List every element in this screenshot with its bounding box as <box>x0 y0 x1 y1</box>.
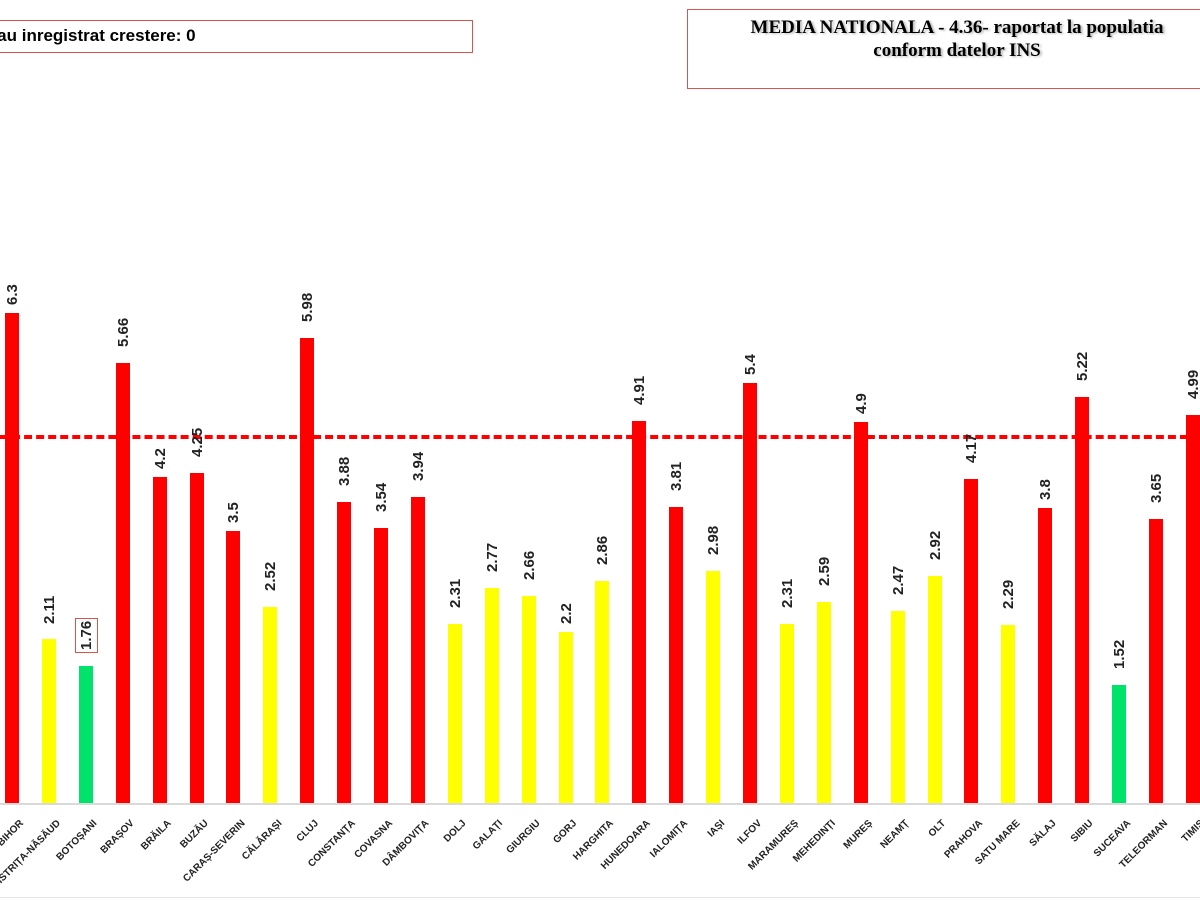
value-label: 2.11 <box>40 595 58 625</box>
value-label: 4.91 <box>631 376 649 406</box>
bar-25 <box>927 576 942 803</box>
growth-info-box: e au inregistrat crestere: 0 <box>0 20 473 53</box>
bar-26 <box>964 478 979 803</box>
value-label: 4.17 <box>963 433 981 463</box>
value-label: 3.5 <box>225 502 243 524</box>
category-label: TIMIȘ <box>1179 818 1200 845</box>
value-label: 2.98 <box>705 526 723 556</box>
national-average-box: MEDIA NATIONALA - 4.36- raportat la popu… <box>687 9 1200 89</box>
category-label: GALAȚI <box>471 818 506 853</box>
bar-18 <box>669 506 684 803</box>
national-average-title: MEDIA NATIONALA - 4.36- raportat la popu… <box>750 17 1164 38</box>
value-label: 2.31 <box>778 578 796 608</box>
bar-21 <box>779 623 794 803</box>
category-label: BUZĂU <box>177 818 211 851</box>
bar-13 <box>484 587 499 803</box>
value-label: 4.9 <box>852 393 870 415</box>
category-label: IAȘI <box>705 818 727 840</box>
category-label: CARAȘ-SEVERIN <box>180 818 248 885</box>
value-label: 2.2 <box>557 603 575 625</box>
category-label: BRĂILA <box>138 818 174 853</box>
bar-5 <box>189 472 204 803</box>
bar-32 <box>1185 415 1200 803</box>
bar-10 <box>374 527 388 803</box>
bar-0 <box>5 313 19 803</box>
bar-3 <box>115 363 130 803</box>
value-label: 2.66 <box>520 551 538 581</box>
bar-30 <box>1112 684 1126 803</box>
value-label: 3.88 <box>336 456 354 486</box>
value-label: 2.29 <box>1000 579 1018 610</box>
category-label: IALOMIȚA <box>648 818 690 860</box>
bottom-border <box>0 897 1200 898</box>
category-label: OLT <box>926 818 949 840</box>
value-label: 4.25 <box>188 427 206 457</box>
category-label: MUREȘ <box>841 818 875 852</box>
bar-14 <box>521 596 536 803</box>
bar-11 <box>410 496 425 803</box>
bar-12 <box>447 623 462 803</box>
bar-22 <box>816 601 831 803</box>
bar-19 <box>706 571 721 803</box>
category-label: DOLJ <box>441 818 469 845</box>
value-label: 4.2 <box>151 447 169 469</box>
value-label: 5.66 <box>114 318 132 348</box>
value-label: 3.8 <box>1037 478 1055 500</box>
category-label: GORJ <box>551 818 580 846</box>
bar-1 <box>41 639 56 803</box>
value-label: 2.77 <box>483 542 501 572</box>
value-label: 2.47 <box>889 565 907 596</box>
x-axis <box>0 803 1200 805</box>
value-label: 3.54 <box>373 482 390 512</box>
value-label: 5.98 <box>299 293 317 323</box>
bar-7 <box>263 607 278 803</box>
bar-24 <box>890 611 905 803</box>
category-label: ILFOV <box>735 818 764 847</box>
value-label: 1.76 <box>76 615 97 656</box>
value-label: 1.52 <box>1111 639 1128 669</box>
value-label: 2.59 <box>815 556 833 586</box>
value-label: 3.94 <box>409 451 427 481</box>
category-label: CLUJ <box>294 818 321 845</box>
national-average-subtitle: conform datelor INS <box>873 40 1041 61</box>
value-label: 4.99 <box>1184 370 1200 400</box>
bar-15 <box>558 632 573 803</box>
bar-28 <box>1038 507 1053 803</box>
bar-23 <box>853 422 868 803</box>
growth-info-text: e au inregistrat crestere: 0 <box>0 26 196 45</box>
value-label: 5.22 <box>1074 352 1092 382</box>
value-label: 2.52 <box>262 561 280 592</box>
category-label: SIBIU <box>1069 818 1096 845</box>
value-label: 3.81 <box>668 461 686 491</box>
value-label: 3.65 <box>1147 474 1165 504</box>
bar-9 <box>337 501 352 803</box>
value-label: 5.4 <box>742 354 759 376</box>
bar-31 <box>1148 519 1163 803</box>
bar-27 <box>1001 625 1016 803</box>
value-label: 2.92 <box>926 530 944 561</box>
bar-4 <box>152 476 167 803</box>
bar-17 <box>632 421 647 803</box>
category-label: BIHOR <box>0 818 26 849</box>
bar-2 <box>78 666 93 803</box>
national-average-line <box>0 435 1200 439</box>
value-label: 2.31 <box>446 578 464 608</box>
bar-20 <box>743 383 757 803</box>
bar-6 <box>226 531 241 803</box>
bar-29 <box>1075 397 1090 803</box>
category-label: NEAMȚ <box>878 818 912 851</box>
value-label: 2.86 <box>594 535 612 565</box>
bar-8 <box>300 338 315 803</box>
category-label: GIURGIU <box>504 818 543 857</box>
category-label: BRAȘOV <box>98 818 137 857</box>
value-label: 6.3 <box>4 284 21 306</box>
bar-16 <box>595 580 610 803</box>
category-label: SĂLAJ <box>1028 818 1059 849</box>
